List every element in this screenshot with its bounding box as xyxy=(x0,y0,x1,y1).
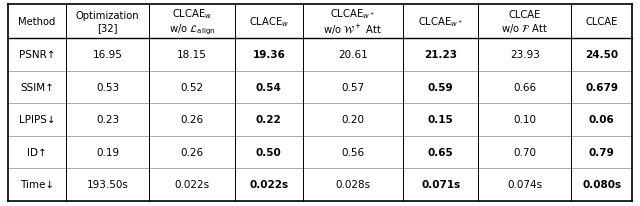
Text: 0.53: 0.53 xyxy=(96,82,119,92)
Text: 0.22: 0.22 xyxy=(256,115,282,125)
Text: Optimization
[32]: Optimization [32] xyxy=(76,11,140,33)
Text: ID↑: ID↑ xyxy=(28,147,47,157)
Text: 21.23: 21.23 xyxy=(424,50,457,60)
Text: CLACE$_w$: CLACE$_w$ xyxy=(248,15,289,29)
Text: 0.26: 0.26 xyxy=(180,147,204,157)
Text: 0.57: 0.57 xyxy=(341,82,365,92)
Text: 20.61: 20.61 xyxy=(338,50,368,60)
Text: 0.20: 0.20 xyxy=(342,115,364,125)
Text: Time↓: Time↓ xyxy=(20,179,54,189)
Text: CLCAE$_{w^+}$
w/o $\mathcal{W}^+$ Att: CLCAE$_{w^+}$ w/o $\mathcal{W}^+$ Att xyxy=(323,7,383,37)
Text: CLCAE
w/o $\mathcal{F}$ Att: CLCAE w/o $\mathcal{F}$ Att xyxy=(501,10,548,35)
Text: 0.23: 0.23 xyxy=(96,115,119,125)
Text: 193.50s: 193.50s xyxy=(87,179,129,189)
Text: 0.26: 0.26 xyxy=(180,115,204,125)
Text: 0.080s: 0.080s xyxy=(582,179,621,189)
Text: 0.19: 0.19 xyxy=(96,147,119,157)
Text: 0.52: 0.52 xyxy=(180,82,204,92)
Text: 18.15: 18.15 xyxy=(177,50,207,60)
Text: 0.56: 0.56 xyxy=(341,147,365,157)
Text: LPIPS↓: LPIPS↓ xyxy=(19,115,56,125)
Text: SSIM↑: SSIM↑ xyxy=(20,82,54,92)
Text: 0.071s: 0.071s xyxy=(421,179,460,189)
Text: 0.59: 0.59 xyxy=(428,82,454,92)
Text: PSNR↑: PSNR↑ xyxy=(19,50,56,60)
Text: 16.95: 16.95 xyxy=(93,50,123,60)
Text: Method: Method xyxy=(19,17,56,27)
Text: 24.50: 24.50 xyxy=(585,50,618,60)
Text: 23.93: 23.93 xyxy=(510,50,540,60)
Text: 0.79: 0.79 xyxy=(589,147,614,157)
Text: 0.028s: 0.028s xyxy=(335,179,371,189)
Text: 0.06: 0.06 xyxy=(589,115,614,125)
Text: CLCAE$_{w^+}$: CLCAE$_{w^+}$ xyxy=(418,15,463,29)
Text: 0.66: 0.66 xyxy=(513,82,536,92)
Text: 0.50: 0.50 xyxy=(256,147,282,157)
Text: 0.679: 0.679 xyxy=(586,82,618,92)
Text: 0.15: 0.15 xyxy=(428,115,454,125)
Text: 0.074s: 0.074s xyxy=(508,179,542,189)
Text: 0.65: 0.65 xyxy=(428,147,454,157)
Text: 0.10: 0.10 xyxy=(513,115,536,125)
Text: 0.54: 0.54 xyxy=(256,82,282,92)
Text: 19.36: 19.36 xyxy=(252,50,285,60)
Text: 0.70: 0.70 xyxy=(513,147,536,157)
Text: 0.022s: 0.022s xyxy=(174,179,209,189)
Text: 0.022s: 0.022s xyxy=(249,179,289,189)
Text: CLCAE: CLCAE xyxy=(586,17,618,27)
Text: CLCAE$_w$
w/o $\mathcal{L}_{\rm align}$: CLCAE$_w$ w/o $\mathcal{L}_{\rm align}$ xyxy=(168,7,215,37)
